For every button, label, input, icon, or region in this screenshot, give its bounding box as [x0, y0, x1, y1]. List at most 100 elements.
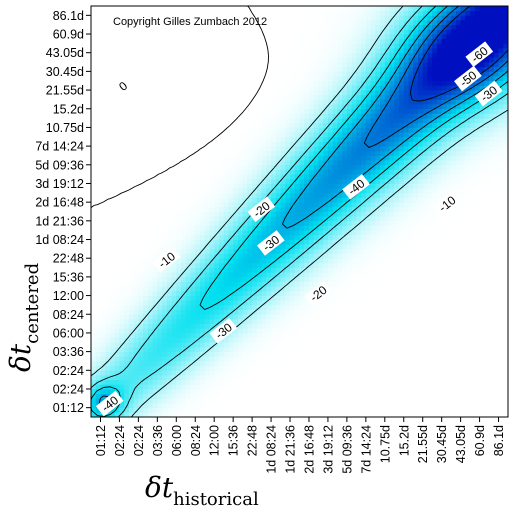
heat-cell	[318, 328, 324, 334]
heat-cell	[275, 407, 281, 413]
heat-cell	[280, 113, 286, 119]
heat-cell	[318, 178, 324, 184]
heat-cell	[356, 351, 362, 357]
heat-cell	[290, 146, 296, 152]
heat-cell	[290, 304, 296, 310]
heat-cell	[181, 314, 187, 320]
heat-cell	[181, 412, 187, 417]
heat-cell	[247, 118, 253, 124]
heat-cell	[308, 262, 315, 268]
heat-cell	[280, 398, 286, 404]
heat-cell	[223, 113, 229, 119]
heat-cell	[166, 80, 172, 86]
heat-cell	[285, 136, 291, 142]
heat-cell	[266, 62, 272, 68]
heat-cell	[261, 281, 267, 287]
heat-cell	[91, 90, 97, 96]
heat-cell	[91, 374, 97, 381]
heat-cell	[209, 57, 215, 63]
heat-cell	[190, 197, 196, 203]
heat-cell	[119, 169, 125, 175]
heat-cell	[313, 281, 319, 287]
heat-cell	[138, 132, 144, 138]
heat-cell	[105, 337, 111, 343]
heat-cell	[356, 323, 362, 329]
heat-cell	[337, 174, 343, 180]
heat-cell	[271, 398, 277, 404]
heat-cell	[157, 62, 163, 68]
heat-cell	[128, 234, 135, 240]
heat-cell	[327, 99, 334, 105]
heat-cell	[124, 43, 130, 49]
heat-cell	[195, 239, 201, 245]
heat-cell	[209, 71, 215, 77]
heat-cell	[342, 407, 348, 413]
heat-cell	[233, 24, 239, 30]
heat-cell	[195, 225, 201, 231]
heat-cell	[327, 244, 334, 250]
heat-cell	[313, 104, 319, 110]
heat-cell	[323, 57, 329, 63]
heat-cell	[351, 38, 357, 44]
heat-cell	[256, 57, 262, 63]
heat-cell	[247, 10, 253, 16]
heat-cell	[204, 164, 210, 170]
heat-cell	[299, 85, 305, 91]
heat-cell	[133, 192, 139, 198]
heat-cell	[308, 412, 315, 417]
heat-cell	[214, 20, 220, 26]
heat-cell	[332, 253, 338, 259]
heat-cell	[190, 52, 196, 58]
heat-cell	[290, 239, 296, 245]
heat-cell	[247, 360, 253, 367]
heat-cell	[332, 337, 338, 343]
heat-cell	[233, 225, 239, 231]
heat-cell	[162, 267, 168, 273]
heat-cell	[313, 197, 319, 203]
heat-cell	[119, 337, 125, 343]
heat-cell	[109, 57, 116, 63]
heat-cell	[114, 272, 120, 278]
heat-cell	[157, 76, 163, 82]
heat-cell	[294, 206, 300, 212]
heat-cell	[109, 225, 116, 231]
heat-cell	[261, 225, 267, 231]
heat-cell	[271, 132, 277, 138]
heat-cell	[294, 332, 300, 338]
heat-cell	[346, 248, 353, 254]
heat-cell	[181, 127, 187, 133]
heat-cell	[133, 197, 139, 203]
heat-cell	[190, 304, 196, 310]
heat-cell	[171, 342, 177, 348]
heat-cell	[128, 141, 135, 147]
heat-cell	[290, 99, 296, 105]
heat-cell	[323, 332, 329, 338]
heat-cell	[218, 393, 225, 399]
heat-cell	[280, 80, 286, 86]
heat-cell	[332, 239, 338, 245]
heat-cell	[162, 318, 168, 324]
heat-cell	[100, 290, 106, 296]
heat-cell	[95, 412, 101, 417]
heat-cell	[128, 132, 135, 138]
heat-cell	[271, 66, 277, 72]
heat-cell	[299, 314, 305, 320]
heat-cell	[228, 122, 234, 128]
heat-cell	[114, 169, 120, 175]
heat-cell	[337, 122, 343, 128]
heat-cell	[252, 132, 258, 138]
heat-cell	[261, 118, 267, 124]
heat-cell	[266, 127, 272, 133]
heat-cell	[91, 281, 97, 287]
heat-cell	[308, 318, 315, 324]
heat-cell	[109, 141, 116, 147]
heat-cell	[162, 365, 168, 371]
heat-cell	[119, 239, 125, 245]
heat-cell	[256, 169, 262, 175]
heat-cell	[218, 374, 225, 381]
heat-cell	[176, 155, 182, 161]
heat-cell	[233, 146, 239, 152]
heat-cell	[252, 304, 258, 310]
heat-cell	[95, 29, 101, 35]
heat-cell	[204, 113, 210, 119]
